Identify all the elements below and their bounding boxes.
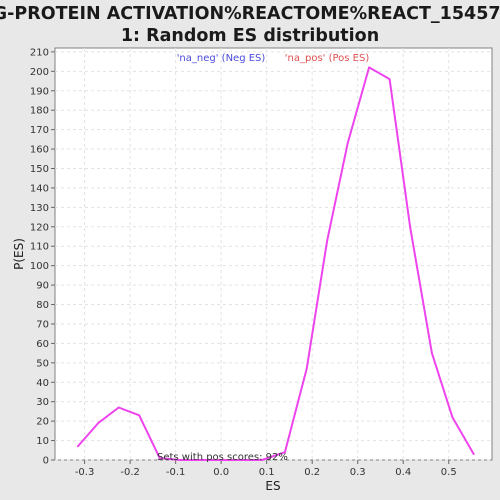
x-tick-label: 0.3 [350, 467, 366, 478]
data-point [283, 451, 286, 454]
y-tick-label: 140 [30, 183, 49, 194]
chart-title-line2: 1: Random ES distribution [121, 26, 379, 46]
y-tick-label: 60 [36, 339, 49, 350]
data-point [326, 239, 329, 242]
data-point [199, 459, 202, 461]
annotation-pos-scores: Sets with pos scores: 92% [157, 452, 288, 463]
data-point [368, 66, 370, 69]
x-tick-label: 0.2 [304, 467, 320, 478]
y-tick-label: 80 [36, 300, 49, 311]
data-point [388, 78, 391, 80]
data-point [179, 459, 182, 461]
x-tick-label: 0.1 [259, 467, 275, 478]
data-point [261, 459, 264, 461]
y-tick-label: 90 [36, 281, 49, 292]
y-tick-label: 160 [30, 145, 49, 156]
y-tick-label: 210 [30, 47, 49, 58]
y-tick-label: 150 [30, 164, 49, 175]
legend-pos: 'na_pos' (Pos ES) [285, 53, 370, 64]
y-tick-label: 120 [30, 222, 49, 233]
y-tick-label: 10 [36, 436, 49, 447]
es-distribution-line [77, 66, 475, 461]
x-tick-label: -0.2 [120, 467, 140, 478]
y-tick-label: 100 [30, 261, 49, 272]
data-point [117, 406, 120, 409]
y-tick-label: 40 [36, 378, 49, 389]
data-point [76, 445, 79, 448]
data-point [451, 416, 454, 419]
data-point [97, 422, 100, 424]
data-point [158, 457, 161, 459]
y-tick-label: 110 [30, 242, 49, 253]
data-point [240, 459, 243, 461]
grid [55, 48, 492, 461]
y-tick-label: 0 [43, 456, 49, 467]
x-tick-label: 0.0 [213, 467, 229, 478]
data-point [472, 453, 475, 456]
y-tick-label: 190 [30, 86, 49, 97]
x-tick-label: 0.4 [395, 467, 411, 478]
series-layer [76, 66, 475, 461]
x-tick-label: -0.1 [166, 467, 186, 478]
axes: 0 10 20 30 40 50 60 70 80 90 100 110 120 130 140 150 160… [30, 47, 457, 478]
data-point [409, 225, 411, 228]
y-tick-label: 30 [36, 397, 49, 408]
y-tick-label: 130 [30, 203, 49, 214]
y-tick-label: 20 [36, 417, 49, 428]
y-tick-label: 200 [30, 67, 49, 78]
x-tick-label: 0.5 [441, 467, 457, 478]
y-tick-label: 50 [36, 358, 49, 369]
data-point [138, 414, 141, 417]
x-tick-label: -0.3 [75, 467, 95, 478]
data-point [346, 142, 349, 145]
chart-title-line1: G-PROTEIN ACTIVATION%REACTOME%REACT_1545… [0, 4, 500, 24]
y-tick-label: 170 [30, 125, 49, 136]
y-tick-label: 70 [36, 319, 49, 330]
x-axis-label: ES [265, 479, 280, 493]
data-point [431, 352, 433, 355]
data-point [305, 367, 308, 370]
plot-area [54, 47, 493, 461]
y-axis-label: P(ES) [12, 238, 26, 270]
y-tick-label: 180 [30, 106, 49, 117]
legend-neg: 'na_neg' (Neg ES) [177, 53, 266, 64]
data-point [220, 459, 223, 461]
